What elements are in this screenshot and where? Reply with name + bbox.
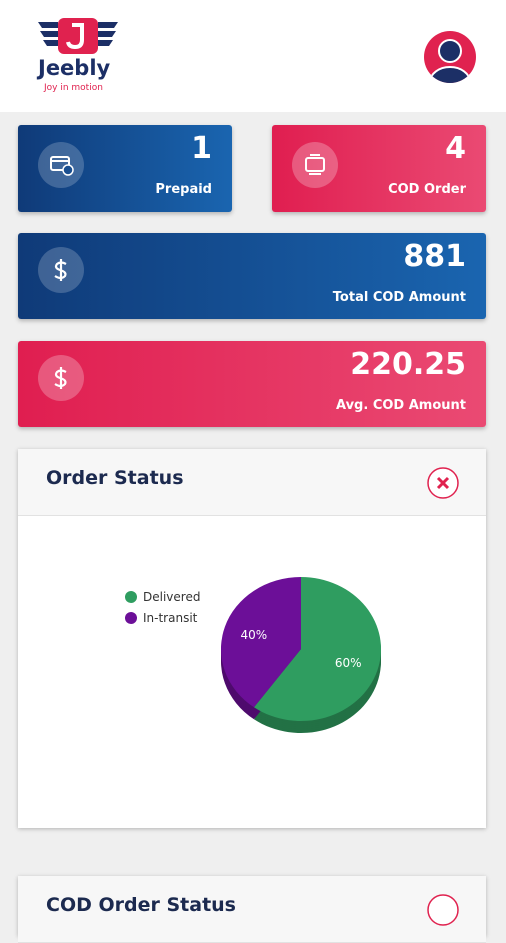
cod-order-count: 4 [445,131,466,166]
close-button[interactable] [426,466,460,500]
panel-title: Order Status [46,467,184,489]
cod-order-label: COD Order [388,182,466,197]
prepaid-label: Prepaid [155,182,212,197]
pie-slice [221,577,301,708]
dollar-icon [38,355,84,401]
profile-avatar[interactable] [423,30,477,84]
prepaid-card[interactable]: 1 Prepaid [18,125,232,212]
cod-order-card[interactable]: 4 COD Order [272,125,486,212]
close-button[interactable] [426,893,460,927]
avg-cod-card[interactable]: 220.25 Avg. COD Amount [18,341,486,427]
legend-label: Delivered [143,590,200,604]
legend-swatch [125,591,137,603]
cod-order-status-panel: COD Order Status [18,876,486,943]
logo-mark [38,18,118,54]
legend-label: In-transit [143,611,198,625]
card-icon [292,142,338,188]
order-status-panel: Order Status 60% 40% Delivered In-transit [18,449,486,828]
total-cod-amount: 881 [403,239,466,274]
pie-chart: 60% 40% Delivered In-transit [125,577,381,733]
total-cod-card[interactable]: 881 Total COD Amount [18,233,486,319]
header: Jeebly Joy in motion [0,0,506,112]
slice-label: 60% [335,656,362,670]
avg-cod-label: Avg. COD Amount [335,398,466,413]
pie-slice [253,577,381,721]
card-icon [38,142,84,188]
panel-header: COD Order Status [18,876,486,943]
tagline: Joy in motion [44,83,103,93]
panel-header: Order Status [18,449,486,516]
prepaid-count: 1 [191,131,212,166]
avg-cod-amount: 220.25 [350,347,466,382]
slice-label: 40% [240,628,267,642]
legend-swatch [125,612,137,624]
total-cod-label: Total COD Amount [332,290,466,305]
panel-title: COD Order Status [46,894,236,916]
dollar-icon [38,247,84,293]
brand-name: Jeebly [38,56,111,80]
